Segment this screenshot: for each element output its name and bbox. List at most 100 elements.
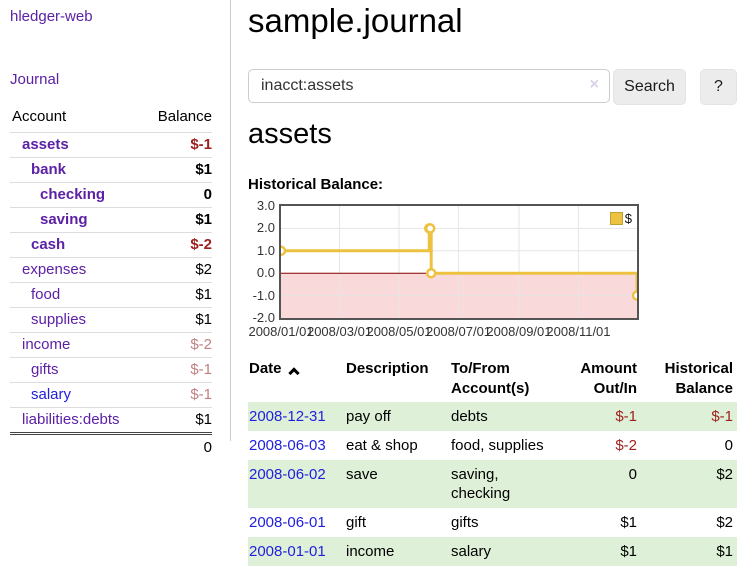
accounts-header-row: Account Balance bbox=[10, 103, 212, 133]
account-link-salary[interactable]: salary bbox=[31, 386, 72, 403]
account-row: assets $-1 bbox=[10, 132, 212, 158]
column-header-description: Description bbox=[346, 360, 429, 377]
x-axis-tick: 2008/03/01 bbox=[306, 324, 373, 339]
chart-title: Historical Balance: bbox=[248, 176, 384, 193]
sort-ascending-icon bbox=[287, 367, 300, 379]
accounts-total-spacer bbox=[10, 432, 144, 461]
legend-label: $ bbox=[624, 211, 632, 226]
account-name-cell: checking bbox=[10, 182, 144, 208]
account-link-liabilities-debts[interactable]: liabilities:debts bbox=[22, 411, 120, 428]
account-name-cell: liabilities:debts bbox=[10, 407, 144, 434]
transaction-balance: 0 bbox=[724, 437, 733, 454]
sidebar: hledger-web Journal Account Balance asse… bbox=[0, 0, 231, 461]
transaction-row[interactable]: 2008-01-01 income salary $1 $1 bbox=[248, 537, 737, 566]
transaction-date-cell: 2008-01-01 bbox=[248, 537, 345, 566]
account-heading: assets bbox=[248, 118, 332, 150]
account-link-saving[interactable]: saving bbox=[40, 211, 88, 228]
search-input[interactable] bbox=[248, 69, 610, 103]
account-link-food[interactable]: food bbox=[31, 286, 61, 303]
account-name-cell: expenses bbox=[10, 257, 144, 283]
page-title: sample.journal bbox=[248, 2, 463, 39]
sidebar-item-journal[interactable]: Journal bbox=[10, 71, 60, 88]
search-button[interactable]: Search bbox=[613, 69, 686, 105]
clear-search-icon[interactable]: × bbox=[589, 76, 599, 93]
account-name-cell: assets bbox=[10, 132, 144, 158]
account-row: bank $1 bbox=[10, 157, 212, 183]
plot-area: $ bbox=[279, 204, 639, 320]
account-row: supplies $1 bbox=[10, 307, 212, 333]
account-link-income[interactable]: income bbox=[22, 336, 71, 353]
account-link-supplies[interactable]: supplies bbox=[31, 311, 87, 328]
transaction-balance: $1 bbox=[716, 543, 733, 560]
account-name-cell: gifts bbox=[10, 357, 144, 383]
chart-legend: $ bbox=[609, 211, 632, 226]
transaction-date-link[interactable]: 2008-01-01 bbox=[249, 543, 326, 560]
column-header-balance: Historical Balance bbox=[664, 360, 733, 397]
account-name-cell: salary bbox=[10, 382, 144, 408]
account-balance: $-1 bbox=[143, 382, 212, 408]
column-header-date[interactable]: Date bbox=[248, 357, 345, 402]
accounts-header-account: Account bbox=[12, 108, 67, 125]
transaction-amount: $1 bbox=[620, 543, 637, 560]
transaction-description: pay off bbox=[346, 408, 391, 425]
account-balance: $1 bbox=[143, 207, 212, 233]
account-link-bank[interactable]: bank bbox=[31, 161, 67, 178]
column-header-amount: Amount Out/In bbox=[580, 360, 637, 397]
y-axis-tick: 3.0 bbox=[256, 198, 275, 213]
account-link-checking[interactable]: checking bbox=[40, 186, 106, 203]
search-form: × Search ? bbox=[248, 69, 737, 106]
transaction-description: income bbox=[346, 543, 395, 560]
account-name-cell: cash bbox=[10, 232, 144, 258]
x-axis-tick: 2008/09/01 bbox=[486, 324, 552, 339]
transaction-description: gift bbox=[346, 514, 367, 531]
account-link-assets[interactable]: assets bbox=[22, 136, 69, 153]
account-link-cash[interactable]: cash bbox=[31, 236, 66, 253]
account-row: cash $-2 bbox=[10, 232, 212, 258]
account-balance: $1 bbox=[143, 157, 212, 183]
account-balance: $1 bbox=[143, 282, 212, 308]
transaction-balance: $-1 bbox=[711, 408, 733, 425]
x-axis-tick: 2008/07/01 bbox=[425, 324, 492, 339]
transaction-row[interactable]: 2008-06-03 eat & shop food, supplies $-2 0 bbox=[248, 431, 737, 460]
account-name-cell: supplies bbox=[10, 307, 144, 333]
account-link-expenses[interactable]: expenses bbox=[22, 261, 87, 278]
transaction-accounts: debts bbox=[451, 408, 488, 425]
main-content: sample.journal × Search ? assets Histori… bbox=[248, 0, 737, 582]
transaction-amount: $1 bbox=[620, 514, 637, 531]
accounts-table: Account Balance assets $-1 bank $1 checking 0… bbox=[10, 103, 212, 461]
accounts-header-balance: Balance bbox=[157, 108, 212, 125]
historical-balance-chart: 3.0 2.0 1.0 0.0 -1.0 -2.0 $ 2008/01/01 2008/03… bbox=[248, 198, 737, 344]
transaction-accounts: food, supplies bbox=[451, 437, 544, 454]
account-row: food $1 bbox=[10, 282, 212, 308]
transaction-date-cell: 2008-06-02 bbox=[248, 460, 345, 508]
transaction-date-link[interactable]: 2008-06-02 bbox=[249, 466, 326, 483]
transaction-date-link[interactable]: 2008-12-31 bbox=[249, 408, 326, 425]
account-link-gifts[interactable]: gifts bbox=[31, 361, 59, 378]
brand-link[interactable]: hledger-web bbox=[10, 8, 93, 25]
account-balance: $1 bbox=[143, 307, 212, 333]
transaction-row[interactable]: 2008-06-01 gift gifts $1 $2 bbox=[248, 508, 737, 537]
y-axis-tick: 0.0 bbox=[256, 265, 275, 281]
account-name-cell: food bbox=[10, 282, 144, 308]
transaction-date-link[interactable]: 2008-06-03 bbox=[249, 437, 326, 454]
account-balance: $1 bbox=[143, 407, 212, 434]
help-button[interactable]: ? bbox=[700, 69, 737, 105]
account-name-cell: bank bbox=[10, 157, 144, 183]
transaction-row[interactable]: 2008-06-02 save saving, checking 0 $2 bbox=[248, 460, 737, 508]
transaction-balance: $2 bbox=[716, 514, 733, 531]
transaction-row[interactable]: 2008-12-31 pay off debts $-1 $-1 bbox=[248, 402, 737, 431]
column-header-accounts: To/From Account(s) bbox=[451, 360, 530, 397]
account-row: expenses $2 bbox=[10, 257, 212, 283]
y-axis-tick: -1.0 bbox=[252, 287, 275, 303]
y-axis-tick: 1.0 bbox=[256, 242, 275, 258]
x-axis-tick: 2008/11/01 bbox=[546, 324, 611, 339]
transaction-date-link[interactable]: 2008-06-01 bbox=[249, 514, 326, 531]
transaction-description: save bbox=[346, 466, 378, 483]
x-axis-labels: 2008/01/01 2008/03/01 2008/05/01 2008/07/01… bbox=[248, 324, 637, 340]
account-row: income $-2 bbox=[10, 332, 212, 358]
y-axis-labels: 3.0 2.0 1.0 0.0 -1.0 -2.0 bbox=[248, 198, 275, 325]
transaction-date-cell: 2008-06-03 bbox=[248, 431, 345, 460]
search-input-wrap: × bbox=[248, 69, 610, 103]
transaction-balance: $2 bbox=[716, 466, 733, 483]
